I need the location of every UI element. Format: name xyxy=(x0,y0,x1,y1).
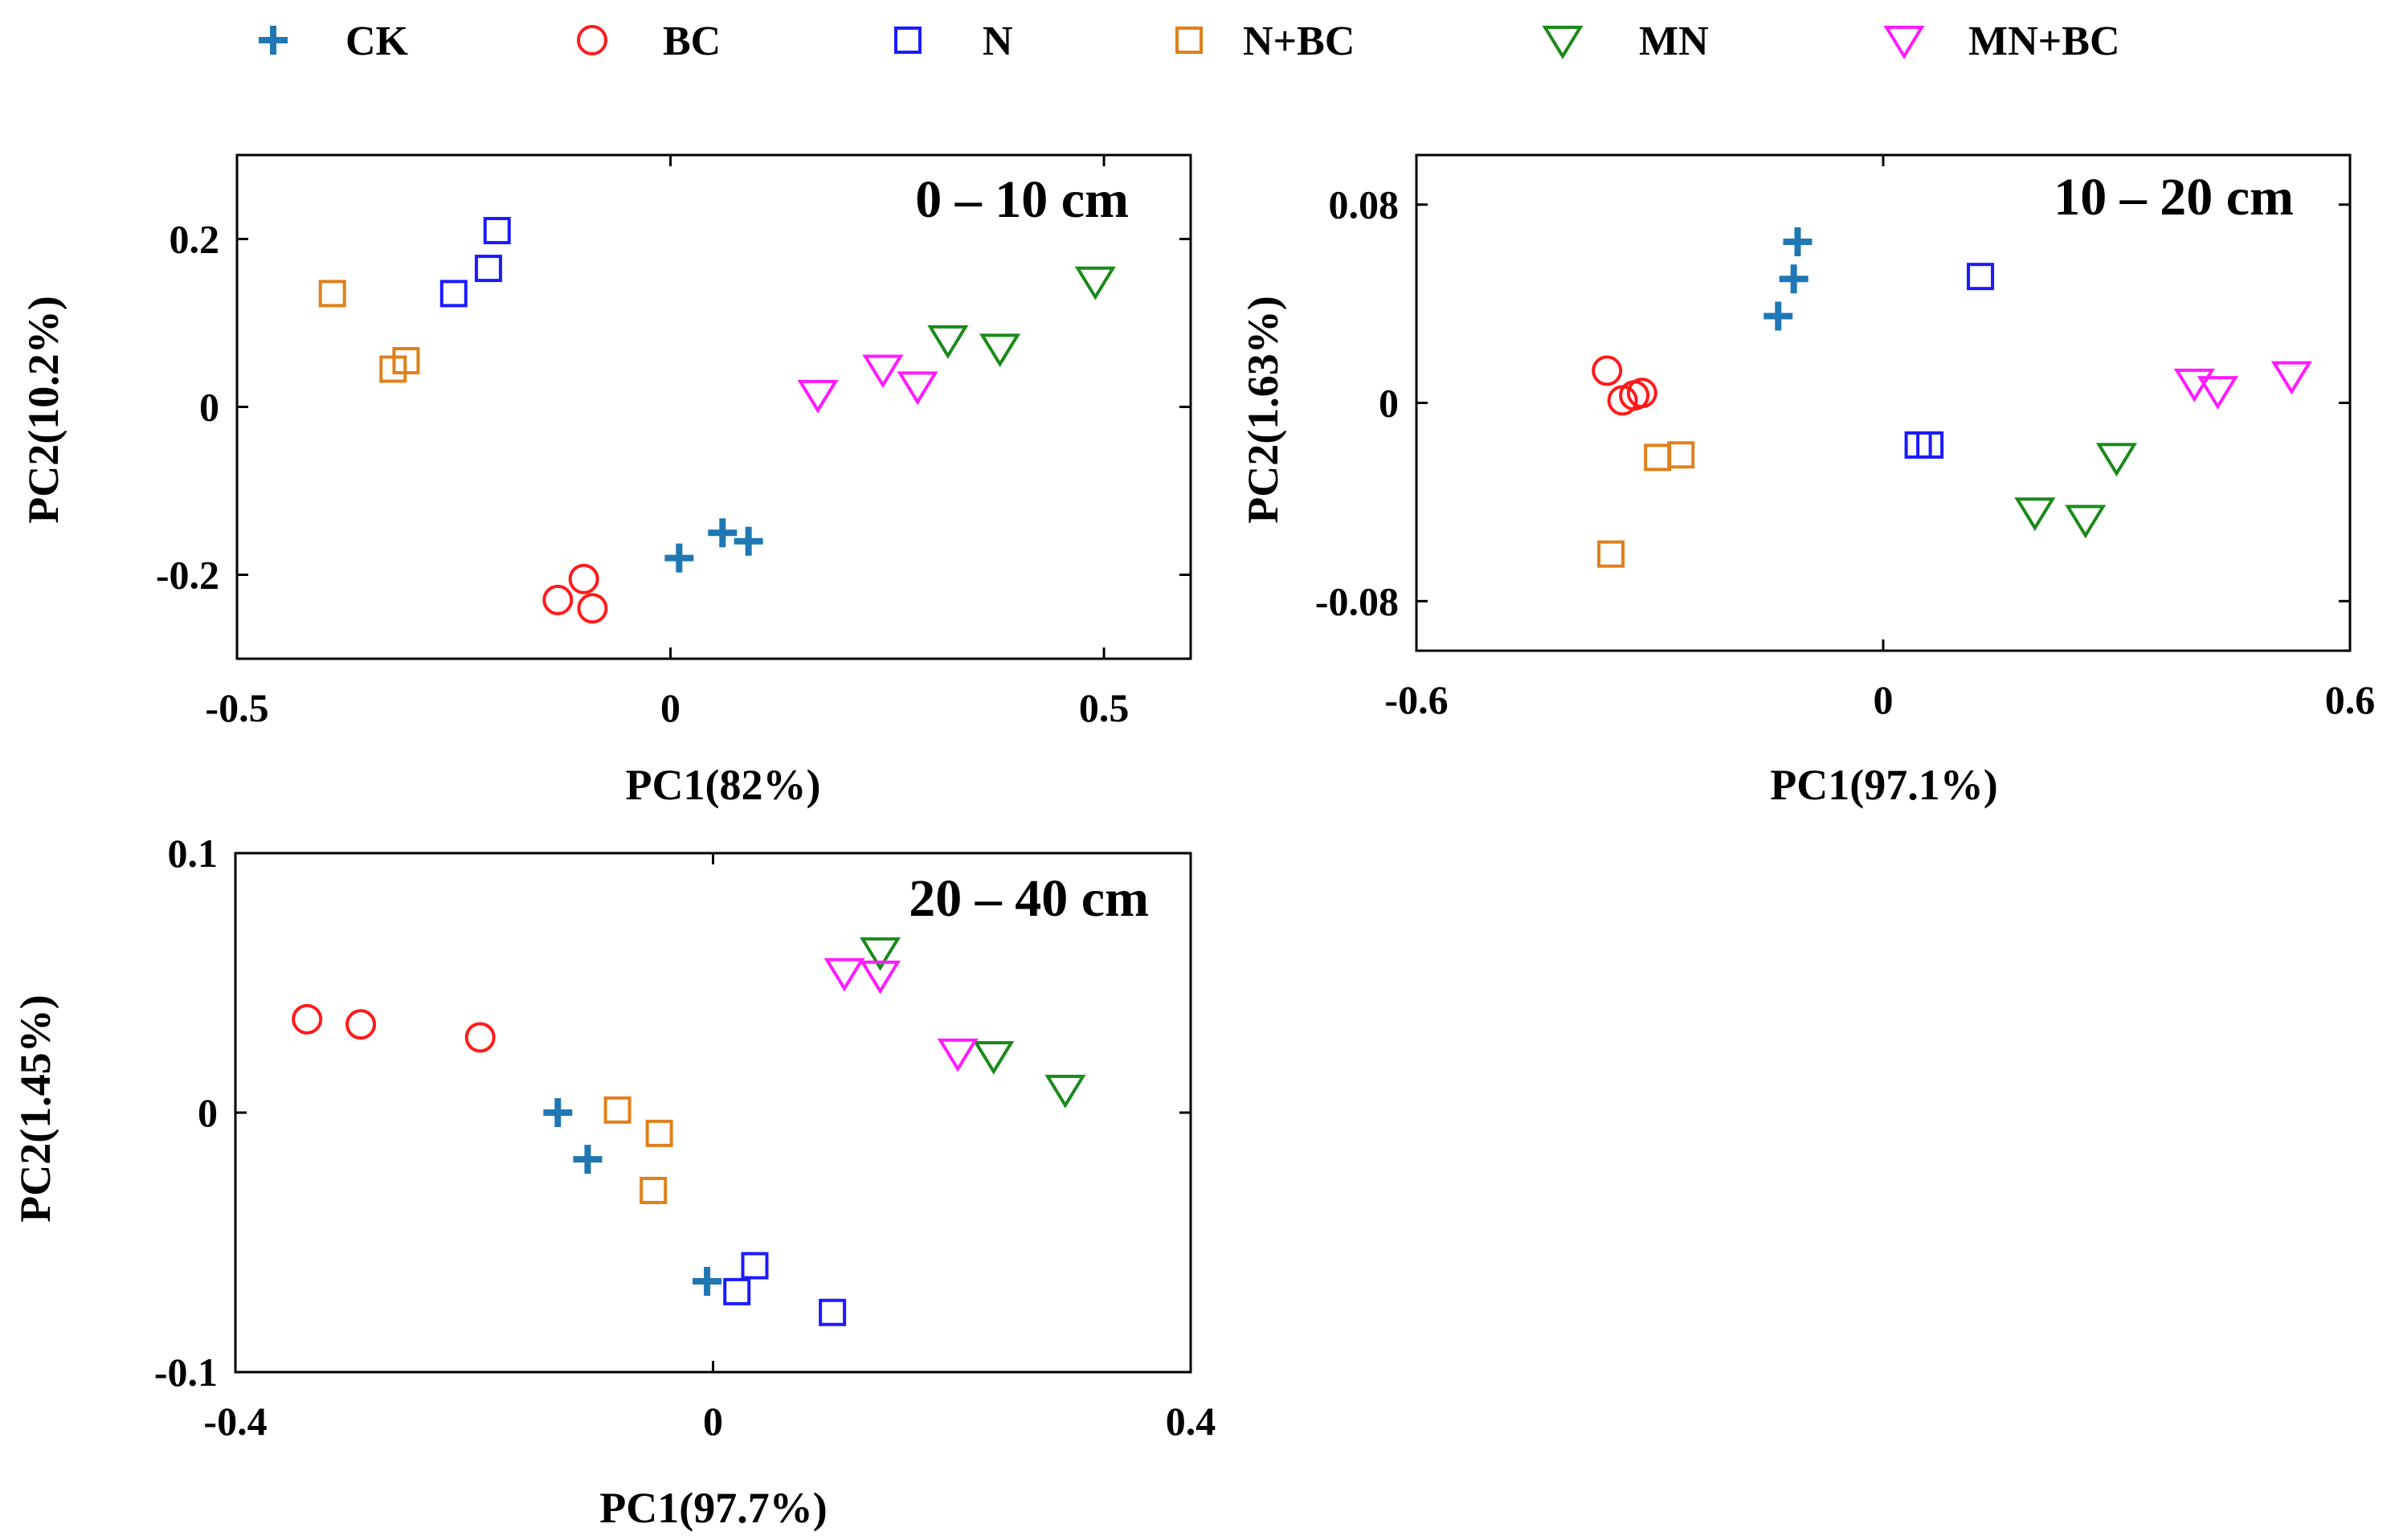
legend-label-ck: CK xyxy=(345,18,409,64)
y-tick-label: 0.08 xyxy=(1329,182,1400,227)
point-bc xyxy=(292,1003,323,1035)
x-tick-label: -0.5 xyxy=(205,685,268,730)
point-bc xyxy=(1592,355,1623,386)
point-ck xyxy=(734,526,763,556)
point-ck xyxy=(1779,264,1808,294)
panel-0-10cm: -0.5 0 0.5 -0.2 0 0.2 PC1(82%) PC2(10.2%) 0 – 10… xyxy=(19,153,1192,809)
x-axis-title: PC1(97.1%) xyxy=(1770,761,1997,809)
x-axis-title: PC1(97.7%) xyxy=(599,1484,827,1532)
point-bc xyxy=(345,1009,377,1040)
panel-title: 20 – 40 cm xyxy=(909,869,1149,928)
legend-label-mn: MN xyxy=(1639,18,1709,64)
point-mn-plus-bc xyxy=(2270,361,2312,395)
point-n xyxy=(723,1277,751,1305)
point-bc xyxy=(1626,378,1657,409)
x-tick-label: 0 xyxy=(703,1399,723,1444)
point-n xyxy=(1967,263,1995,291)
point-n xyxy=(483,217,511,245)
legend-label-mn-plus-bc: MN+BC xyxy=(1968,18,2120,64)
legend-marker-n-plus-bc xyxy=(1175,27,1203,54)
panel-title: 10 – 20 cm xyxy=(2054,168,2294,227)
y-tick-label: 0 xyxy=(199,385,219,430)
point-n xyxy=(741,1252,769,1280)
y-tick-label: -0.1 xyxy=(154,1350,218,1395)
point-ck xyxy=(664,543,694,573)
point-mn-plus-bc xyxy=(860,960,901,995)
point-mn xyxy=(1044,1074,1086,1109)
legend-marker-mn-plus-bc xyxy=(1883,26,1925,59)
point-n-plus-bc xyxy=(603,1096,631,1124)
legend-label-bc: BC xyxy=(663,18,721,64)
point-mn xyxy=(1074,266,1116,300)
point-n xyxy=(474,255,502,283)
point-mn xyxy=(2014,497,2056,532)
point-mn xyxy=(860,937,901,971)
legend: CK BC N N+BC MN MN+BC xyxy=(259,18,2120,64)
point-mn xyxy=(973,1040,1015,1075)
plot-frame xyxy=(234,852,1192,1374)
point-ck xyxy=(543,1098,573,1127)
panel-10-20cm: -0.6 0 0.6 -0.08 0 0.08 PC1(97.1%) PC2(1.63%) 10… xyxy=(1239,153,2376,809)
legend-marker-n xyxy=(894,27,922,54)
point-ck xyxy=(1763,301,1793,331)
point-n-plus-bc xyxy=(1667,441,1695,469)
legend-marker-mn xyxy=(1542,26,1584,59)
plot-frame xyxy=(1415,153,2352,652)
x-axis-title: PC1(82%) xyxy=(626,761,821,809)
x-tick-label: 0 xyxy=(1874,677,1894,722)
point-n-plus-bc xyxy=(645,1119,673,1147)
legend-label-n-plus-bc: N+BC xyxy=(1243,18,1355,64)
x-tick-label: -0.6 xyxy=(1384,677,1448,722)
point-n-plus-bc xyxy=(392,347,420,375)
point-ck xyxy=(708,518,738,548)
point-n-plus-bc xyxy=(318,280,346,308)
x-tick-label: -0.4 xyxy=(203,1399,267,1444)
point-mn-plus-bc xyxy=(937,1038,979,1072)
point-mn-plus-bc xyxy=(2197,376,2238,410)
legend-label-n: N xyxy=(983,18,1013,64)
point-mn-plus-bc xyxy=(897,371,938,406)
y-tick-label: 0 xyxy=(1379,381,1399,426)
point-ck xyxy=(693,1266,722,1296)
panel-title: 0 – 10 cm xyxy=(915,170,1129,229)
point-mn-plus-bc xyxy=(824,958,865,992)
legend-marker-bc xyxy=(577,25,607,55)
y-tick-label: -0.2 xyxy=(156,553,219,598)
point-bc xyxy=(464,1022,496,1053)
x-tick-label: 0.4 xyxy=(1166,1399,1216,1444)
plot-frame xyxy=(235,153,1192,660)
point-bc xyxy=(542,584,574,615)
point-n-plus-bc xyxy=(1644,443,1672,472)
x-tick-label: 0 xyxy=(660,685,680,730)
y-axis-title: PC2(10.2%) xyxy=(19,296,67,523)
point-mn-plus-bc xyxy=(862,354,904,389)
point-ck xyxy=(573,1145,603,1174)
y-tick-label: 0.2 xyxy=(170,217,220,262)
y-tick-label: 0 xyxy=(198,1090,218,1135)
point-mn xyxy=(979,333,1021,368)
x-tick-label: 0.5 xyxy=(1079,685,1130,730)
point-n xyxy=(1916,431,1944,459)
point-n-plus-bc xyxy=(1597,540,1625,568)
point-mn xyxy=(2095,443,2138,477)
point-n xyxy=(819,1298,847,1326)
point-mn xyxy=(2065,504,2107,539)
x-tick-label: 0.6 xyxy=(2325,677,2376,722)
y-tick-label: -0.08 xyxy=(1315,578,1399,623)
point-n-plus-bc xyxy=(640,1176,668,1204)
legend-marker-ck xyxy=(259,26,288,55)
point-mn xyxy=(927,325,969,359)
point-n xyxy=(439,280,468,308)
panel-20-40cm: -0.4 0 0.4 -0.1 0 0.1 PC1(97.7%) PC2(1.45%) 20 –… xyxy=(11,831,1216,1532)
point-bc xyxy=(577,593,608,624)
y-tick-label: 0.1 xyxy=(168,831,219,876)
y-axis-title: PC2(1.63%) xyxy=(1239,296,1287,523)
point-mn-plus-bc xyxy=(2173,368,2215,402)
point-bc xyxy=(568,563,599,594)
point-ck xyxy=(1783,227,1813,256)
point-mn-plus-bc xyxy=(797,379,839,414)
y-axis-title: PC2(1.45%) xyxy=(11,995,59,1222)
